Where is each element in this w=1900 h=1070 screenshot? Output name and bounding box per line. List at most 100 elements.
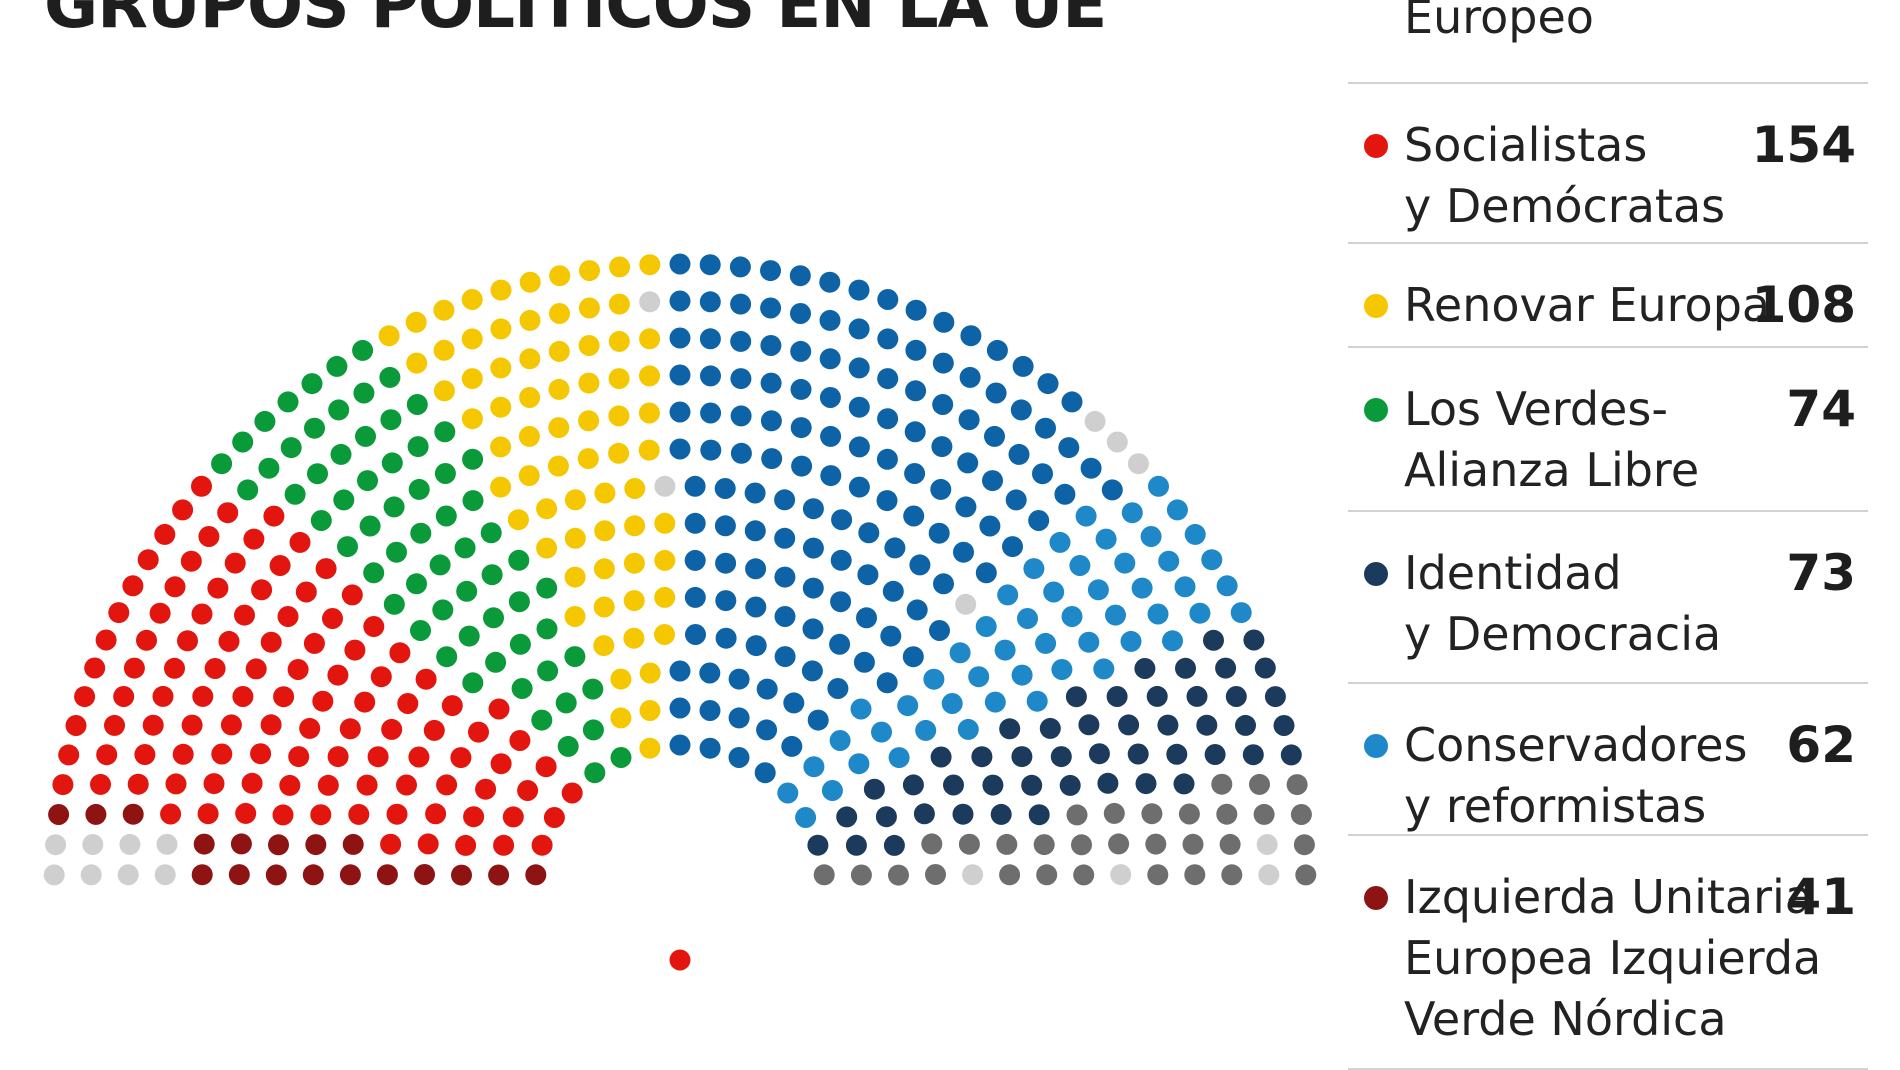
seat-dot [582,719,604,741]
seat-dot [327,664,349,686]
seat-dot [906,599,928,621]
seat-dot [1108,833,1130,855]
seat-dot [380,409,402,431]
seat-dot [1061,391,1083,413]
seat-dot [791,455,813,477]
seat-dot [95,629,117,651]
seat-dot [774,646,796,668]
seat-dot [904,463,926,484]
seat-dot [423,719,445,741]
seat-dot [699,328,721,350]
seat-dot [820,425,842,447]
seat-dot [154,523,176,545]
seat-dot [381,718,403,740]
seat-dot [483,607,504,629]
seat-dot [376,864,398,886]
seat-dot [45,834,67,856]
seat-dot [380,833,402,855]
seat-dot [407,436,429,458]
seat-dot [877,289,899,310]
chart-title: GRUPOS POLÍTICOS EN LA UE [44,0,1107,43]
seat-dot [1035,417,1056,439]
seat-dot [984,425,1005,447]
seat-dot [462,672,484,694]
seat-dot [490,357,512,379]
seat-dot [260,631,282,653]
seat-dot [363,616,385,637]
seat-dot [594,520,616,542]
seat-dot [836,806,858,828]
seat-dot [821,780,843,801]
seat-dot [508,591,530,613]
seat-dot [348,803,370,825]
seat-dot [756,678,778,700]
seat-dot [699,662,721,684]
seat-dot [1120,630,1142,652]
seat-dot [984,691,1006,713]
seat-dot [480,522,502,544]
seat-dot [882,580,904,602]
seat-dot [715,590,737,612]
seat-dot [903,505,925,527]
seat-dot [684,512,706,534]
seat-dot [502,806,524,828]
seat-dot [830,591,852,613]
seat-dot [610,668,632,690]
seat-dot [756,719,778,741]
seat-dot [536,618,558,640]
seat-dot [1069,555,1091,576]
seat-dot [1106,686,1128,707]
seat-dot [84,657,106,679]
seat-dot [217,502,239,524]
seat-dot [342,833,364,855]
seat-dot [273,686,295,708]
seat-dot [888,864,909,886]
seat-dot [1051,659,1073,680]
seat-dot [953,541,974,563]
seat-dot [461,289,483,310]
seat-dot [191,864,213,886]
seat-dot [1157,714,1179,736]
seat-dot [1225,686,1247,707]
seat-dot [260,714,282,736]
seat-dot [728,668,750,690]
seat-dot [490,753,512,775]
seat-dot [820,465,842,487]
seat-dot [531,834,553,856]
seat-dot [397,693,419,714]
seat-dot [1010,399,1032,421]
seat-dot [863,778,885,800]
seat-dot [1290,804,1312,825]
seat-dot [354,691,376,713]
seat-dot [74,686,96,708]
seat-dot [1050,746,1072,768]
seat-dot [807,834,829,856]
seat-dot [790,340,812,362]
seat-dot [433,339,455,361]
seat-dot [172,743,194,765]
seat-dot [85,803,107,825]
legend-label: Renovar Europa [1404,278,1771,332]
seat-dot [48,804,70,825]
legend-dot-icon [1364,294,1388,318]
seat-dot [207,577,229,599]
seat-dot [519,271,541,293]
seat-dot [433,380,455,402]
seat-dot [949,642,971,664]
seat-dot [1134,658,1156,679]
seat-dot [164,576,186,598]
seat-dot [608,442,630,464]
seat-dot [1215,657,1237,679]
seat-dot [122,803,144,825]
seat-dot [436,774,458,796]
seat-dot [519,309,541,331]
seat-dot [850,864,872,886]
seat-dot [230,833,252,855]
seat-dot [272,804,294,826]
seat-dot [1075,505,1097,527]
seat-dot [192,685,214,707]
seat-dot [802,537,824,559]
seat-dot [304,417,325,439]
seat-dot [975,616,997,637]
seat-dot [774,489,796,511]
